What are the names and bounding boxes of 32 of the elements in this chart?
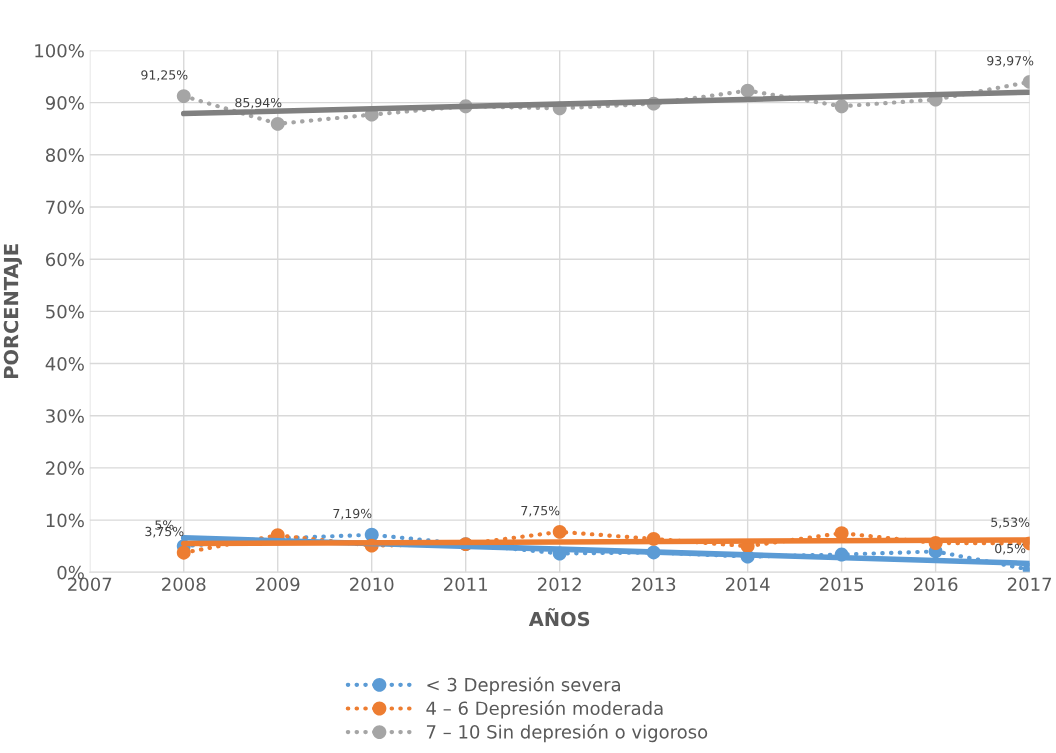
x-tick-label: 2013 xyxy=(632,577,676,592)
y-tick-label: 30% xyxy=(46,409,84,423)
y-tick-label: 10% xyxy=(46,513,84,528)
x-tick-label: 2015 xyxy=(819,577,864,592)
y-tick-label: 100% xyxy=(35,43,84,58)
data-label: 93,97% xyxy=(987,55,1034,67)
data-label: 85,94% xyxy=(235,97,282,109)
x-tick-label: 2014 xyxy=(726,577,770,592)
data-label: 7,75% xyxy=(521,505,560,517)
x-axis-title: AÑOS xyxy=(528,608,590,627)
x-tick-label: 2012 xyxy=(538,577,581,592)
y-axis-title: PORCENTAJE xyxy=(3,244,23,379)
y-tick-label: 80% xyxy=(45,148,84,162)
y-tick-label: 60% xyxy=(46,252,84,267)
y-tick-label: 40% xyxy=(45,357,84,371)
legend-label: 4 – 6 Depresión moderada xyxy=(426,700,663,719)
data-label: 5,53% xyxy=(991,517,1030,529)
y-tick-label: 70% xyxy=(46,200,84,215)
legend-label: < 3 Depresión severa xyxy=(427,676,620,695)
data-label: 91,25% xyxy=(141,70,188,81)
legend-label: 7 – 10 Sin depresión o vigoroso xyxy=(426,723,708,743)
x-tick-label: 2011 xyxy=(444,577,487,592)
x-tick-label: 2008 xyxy=(162,577,206,592)
data-label: 0,5% xyxy=(995,543,1026,555)
y-tick-label: 50% xyxy=(46,304,84,319)
y-tick-label: 90% xyxy=(45,96,84,110)
x-tick-label: 2016 xyxy=(913,577,958,592)
x-tick-label: 2017 xyxy=(1007,577,1052,592)
x-tick-label: 2010 xyxy=(350,577,394,592)
y-tick-label: 20% xyxy=(46,461,84,476)
data-label: 7,19% xyxy=(333,508,372,520)
x-tick-label: 2009 xyxy=(256,577,300,592)
